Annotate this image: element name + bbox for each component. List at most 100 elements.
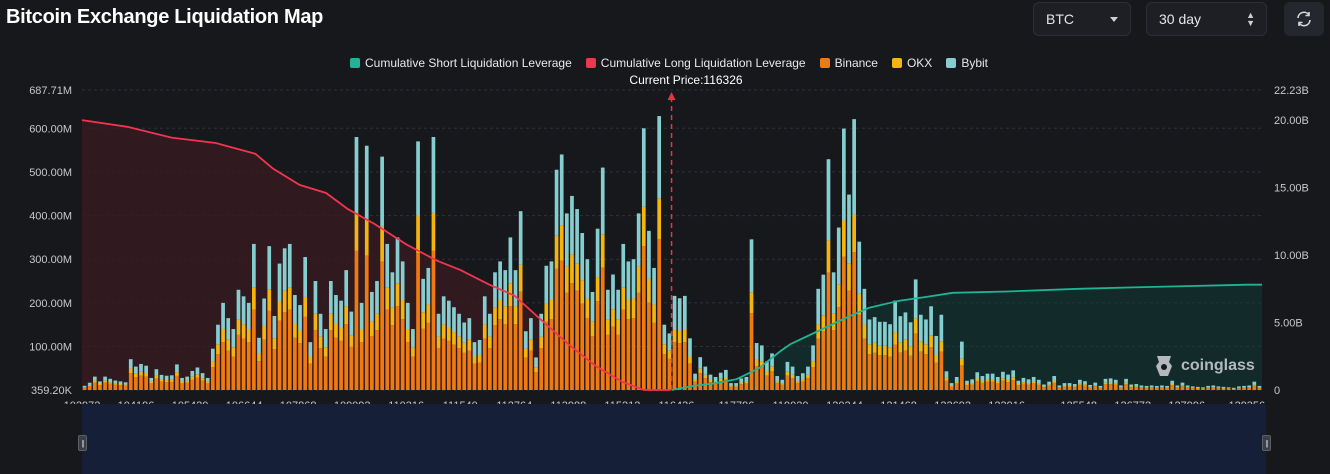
bar-segment-bybit: [416, 141, 420, 216]
liquidation-bar: [580, 233, 585, 390]
legend-short[interactable]: Cumulative Short Liquidation Leverage: [349, 56, 572, 70]
liquidation-bar: [657, 116, 662, 390]
bar-segment-bybit: [990, 373, 995, 380]
bar-segment-binance: [1021, 383, 1026, 390]
bar-segment-binance: [1247, 387, 1252, 390]
bar-segment-okx: [236, 319, 241, 335]
bar-segment-bybit: [785, 361, 790, 372]
bar-segment-binance: [539, 348, 544, 390]
bar-segment-binance: [426, 322, 431, 390]
legend-swatch-binance: [819, 58, 830, 68]
bar-segment-okx: [949, 385, 954, 387]
bar-segment-bybit: [975, 372, 980, 379]
bar-segment-okx: [262, 325, 266, 340]
liquidation-bar: [744, 376, 749, 390]
refresh-icon: [1297, 11, 1311, 27]
bar-segment-bybit: [970, 379, 974, 384]
x-tick-label: 123916: [988, 400, 1025, 404]
liquidation-chart: 359.20K 100.00M 200.00M 300.00M 400.00M 500.0…: [29, 85, 1309, 404]
liquidation-bar: [262, 298, 266, 390]
y-right-tick-label: 0: [1274, 385, 1280, 397]
bar-segment-bybit: [1165, 385, 1169, 388]
bar-segment-binance: [1119, 387, 1123, 390]
time-range-select[interactable]: 30 day ▲ ▼: [1146, 2, 1267, 36]
bar-segment-binance: [210, 367, 215, 390]
bar-segment-okx: [688, 356, 692, 364]
bar-segment-binance: [190, 379, 195, 390]
bar-segment-binance: [1031, 383, 1036, 390]
bar-segment-binance: [241, 338, 246, 390]
liquidation-bar: [688, 338, 692, 390]
liquidation-bar: [718, 372, 723, 390]
bar-segment-okx: [672, 329, 677, 343]
bar-segment-binance: [1108, 384, 1113, 390]
asset-select[interactable]: BTC: [1033, 2, 1131, 36]
bar-segment-okx: [1021, 382, 1026, 384]
bar-segment-okx: [216, 344, 220, 355]
bar-segment-okx: [164, 380, 169, 383]
bar-segment-binance: [108, 383, 113, 390]
bar-segment-okx: [134, 373, 138, 378]
liquidation-bar: [190, 370, 195, 390]
bar-segment-okx: [139, 371, 143, 376]
liquidation-bar: [913, 279, 918, 390]
bar-segment-bybit: [944, 371, 949, 378]
bar-segment-bybit: [128, 359, 133, 369]
bar-segment-bybit: [677, 298, 682, 331]
bar-segment-bybit: [98, 381, 102, 384]
bar-segment-okx: [395, 283, 400, 307]
bar-segment-binance: [446, 340, 451, 390]
bar-segment-okx: [636, 266, 641, 293]
legend-bybit[interactable]: Bybit: [946, 56, 988, 70]
bar-segment-okx: [1088, 386, 1092, 388]
liquidation-bar: [252, 243, 256, 390]
bar-segment-binance: [739, 384, 744, 390]
bar-segment-binance: [1047, 385, 1051, 390]
range-navigator[interactable]: [82, 404, 1266, 474]
bar-segment-okx: [785, 371, 790, 376]
bar-segment-binance: [939, 351, 944, 390]
bar-segment-bybit: [729, 383, 733, 386]
refresh-button[interactable]: [1284, 2, 1324, 36]
bar-segment-binance: [816, 338, 821, 390]
navigator-left-handle[interactable]: ||: [78, 435, 87, 451]
bar-segment-okx: [400, 299, 405, 320]
bar-segment-okx: [770, 366, 774, 372]
bar-segment-binance: [888, 356, 892, 390]
bar-segment-bybit: [862, 288, 867, 325]
bar-segment-bybit: [339, 300, 343, 328]
bar-segment-binance: [313, 330, 318, 390]
liquidation-bar: [277, 263, 282, 390]
bar-segment-bybit: [1026, 379, 1031, 384]
liquidation-bar: [590, 291, 595, 390]
legend-okx[interactable]: OKX: [891, 56, 932, 70]
bar-segment-okx: [857, 293, 862, 315]
bar-segment-bybit: [103, 376, 107, 381]
bar-segment-binance: [1149, 387, 1154, 390]
liquidation-bar: [390, 272, 395, 390]
bar-segment-bybit: [616, 289, 620, 320]
page-title: Bitcoin Exchange Liquidation Map: [6, 6, 324, 28]
bar-segment-binance: [980, 382, 985, 390]
bar-segment-binance: [267, 310, 272, 390]
liquidation-bar: [1062, 383, 1067, 390]
bar-segment-okx: [1103, 382, 1108, 385]
bar-segment-okx: [677, 330, 682, 344]
liquidation-bar: [734, 383, 738, 390]
bar-segment-bybit: [87, 382, 92, 385]
liquidation-bar: [1072, 384, 1077, 390]
bar-segment-okx: [1206, 387, 1210, 388]
liquidation-bar: [985, 373, 990, 390]
liquidation-bar: [364, 145, 369, 390]
bar-segment-okx: [800, 379, 805, 382]
bar-segment-binance: [493, 325, 497, 390]
bar-segment-okx: [1190, 387, 1195, 389]
bar-segment-okx: [836, 284, 841, 308]
bar-segment-binance: [893, 344, 898, 390]
legend-long[interactable]: Cumulative Long Liquidation Leverage: [585, 56, 806, 70]
navigator-right-handle[interactable]: ||: [1262, 435, 1271, 451]
legend-binance[interactable]: Binance: [819, 56, 878, 70]
liquidation-bar: [836, 227, 841, 390]
liquidation-bar: [570, 195, 574, 390]
bar-segment-bybit: [252, 243, 256, 288]
